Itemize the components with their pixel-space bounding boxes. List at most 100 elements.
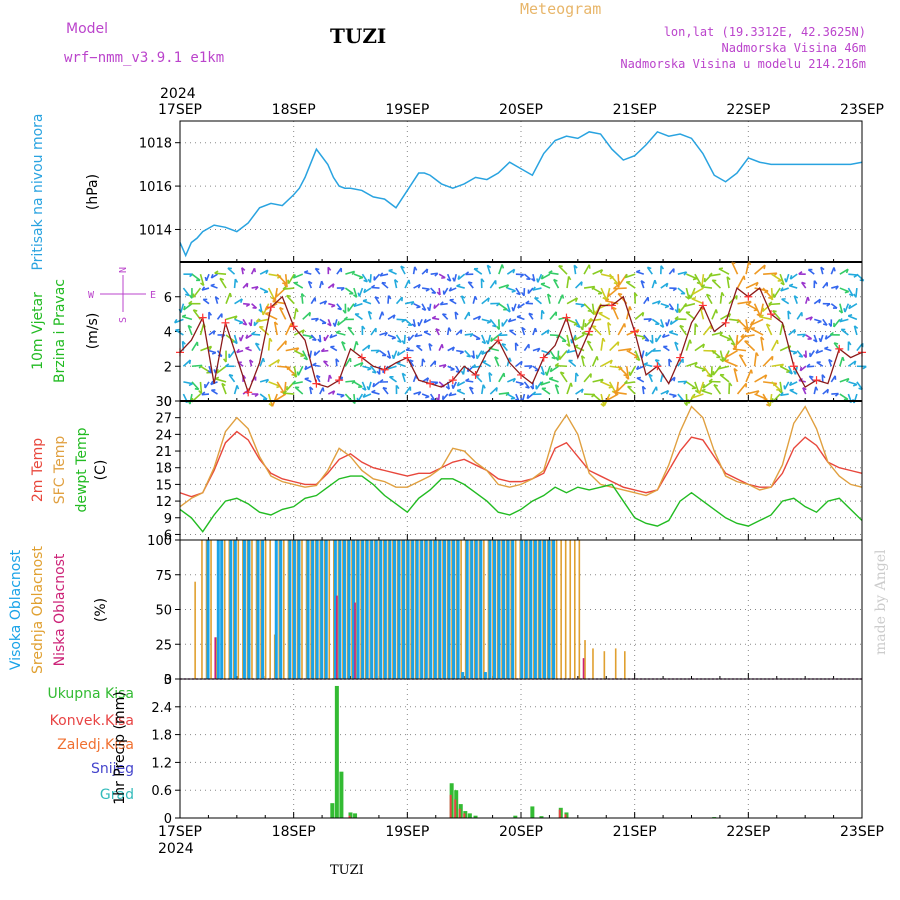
wind-barb-head xyxy=(613,282,618,285)
wind-barb-head xyxy=(304,377,309,380)
wind-barb xyxy=(760,336,764,351)
wind-barb xyxy=(481,318,492,323)
wind-barb xyxy=(643,363,653,368)
wind-barb-head xyxy=(216,369,219,374)
wind-barb-head xyxy=(573,264,578,269)
cloud-bar xyxy=(273,634,276,679)
wind-barb xyxy=(490,334,500,343)
cloud-bar xyxy=(288,540,292,679)
wind-barb xyxy=(839,268,849,275)
wind-barb-head xyxy=(669,320,673,325)
cloud-bar xyxy=(414,540,417,679)
wind-barb-head xyxy=(395,384,400,390)
wind-barb-head xyxy=(759,314,764,318)
wind-barb-head xyxy=(511,307,515,312)
wind-barb-head xyxy=(423,318,427,324)
precip-bar xyxy=(513,815,518,818)
top-tick-label: 18SEP xyxy=(272,102,316,118)
wind-barb xyxy=(686,273,698,280)
wind-barb xyxy=(670,318,679,326)
wind-barb xyxy=(273,321,278,336)
wind-barb-head xyxy=(498,332,503,336)
wind-speed-marker xyxy=(721,318,730,327)
wind-barb-head xyxy=(642,385,647,390)
wind-barb-head xyxy=(683,401,688,406)
wind-barb-head xyxy=(382,386,388,390)
wind-barb-head xyxy=(396,351,400,356)
y-tick-label: 15 xyxy=(155,478,172,493)
cloud-bar xyxy=(505,540,508,679)
wind-barb-head xyxy=(428,342,433,347)
wind-barb-head xyxy=(573,323,578,326)
wind-barb xyxy=(488,372,492,382)
wind-barb xyxy=(228,374,236,383)
wind-barb-head xyxy=(362,393,366,398)
precip-legend-item: Konvek.Kisa xyxy=(50,713,134,729)
wind-barb-head xyxy=(301,329,305,334)
wind-barb-head xyxy=(248,322,252,327)
wind-barb-head xyxy=(371,389,376,393)
wind-barb xyxy=(745,302,759,311)
wind-barb-head xyxy=(788,381,793,386)
wind-barb xyxy=(750,318,764,326)
cloud-bar xyxy=(538,540,542,679)
cloud-bar xyxy=(256,540,260,679)
wind-barb xyxy=(677,358,684,367)
wind-barb xyxy=(481,297,490,305)
wind-barb-head xyxy=(487,297,490,302)
wind-barb xyxy=(591,325,602,336)
wind-unit: (m/s) xyxy=(85,313,101,350)
wind-barb-head xyxy=(236,385,240,390)
wind-speed-marker xyxy=(562,313,571,322)
wind-barb xyxy=(617,323,626,336)
wind-barb-head xyxy=(183,305,186,311)
cloud-bar xyxy=(261,540,265,679)
wind-barb-head xyxy=(282,390,287,394)
wind-barb-head xyxy=(780,287,784,292)
wind-barb-head xyxy=(733,367,738,372)
wind-barb-head xyxy=(372,371,377,374)
wind-barb-head xyxy=(448,392,453,397)
wind-barb-head xyxy=(426,377,430,382)
wind-barb xyxy=(532,287,542,291)
cloud-bar xyxy=(323,540,326,679)
wind-barb-head xyxy=(241,267,246,271)
wind-barb-head xyxy=(421,358,426,363)
wind-barb xyxy=(847,287,854,297)
wind-barb-head xyxy=(343,316,348,321)
wind-barb xyxy=(784,381,790,390)
wind-barb xyxy=(732,348,747,352)
wind-barb-head xyxy=(570,382,573,387)
wind-barb-head xyxy=(828,358,833,363)
wind-barb xyxy=(481,349,491,356)
wind-barb-head xyxy=(308,280,313,285)
wind-barb-head xyxy=(530,385,534,390)
wind-barb-head xyxy=(534,327,538,333)
panel-pressure: 1014 1016 1018 xyxy=(139,120,863,263)
wind-barb-head xyxy=(575,372,579,377)
wind-barb-head xyxy=(481,350,485,355)
wind-barb xyxy=(554,384,560,395)
cloud-bar xyxy=(455,540,458,679)
wind-barb xyxy=(583,373,592,383)
wind-barb-head xyxy=(761,307,765,312)
wind-barb xyxy=(347,326,355,336)
wind-barb-head xyxy=(573,336,578,341)
wind-barb xyxy=(701,389,713,395)
wind-barb-head xyxy=(648,373,653,377)
wind-barb-head xyxy=(813,280,818,285)
wind-barb xyxy=(395,296,403,305)
wind-barb-head xyxy=(460,329,463,334)
wind-barb xyxy=(725,349,738,359)
cloud-bar xyxy=(396,540,399,679)
wind-barb-head xyxy=(717,365,722,370)
conv-precip-bar xyxy=(449,794,452,818)
wind-barb xyxy=(607,322,611,336)
wind-axis-title: 10m Vjetar xyxy=(30,292,46,370)
wind-barb xyxy=(763,381,777,385)
cloud-bar xyxy=(347,540,351,679)
wind-barb xyxy=(182,287,190,297)
wind-barb-head xyxy=(417,284,421,289)
wind-barb xyxy=(302,311,311,320)
